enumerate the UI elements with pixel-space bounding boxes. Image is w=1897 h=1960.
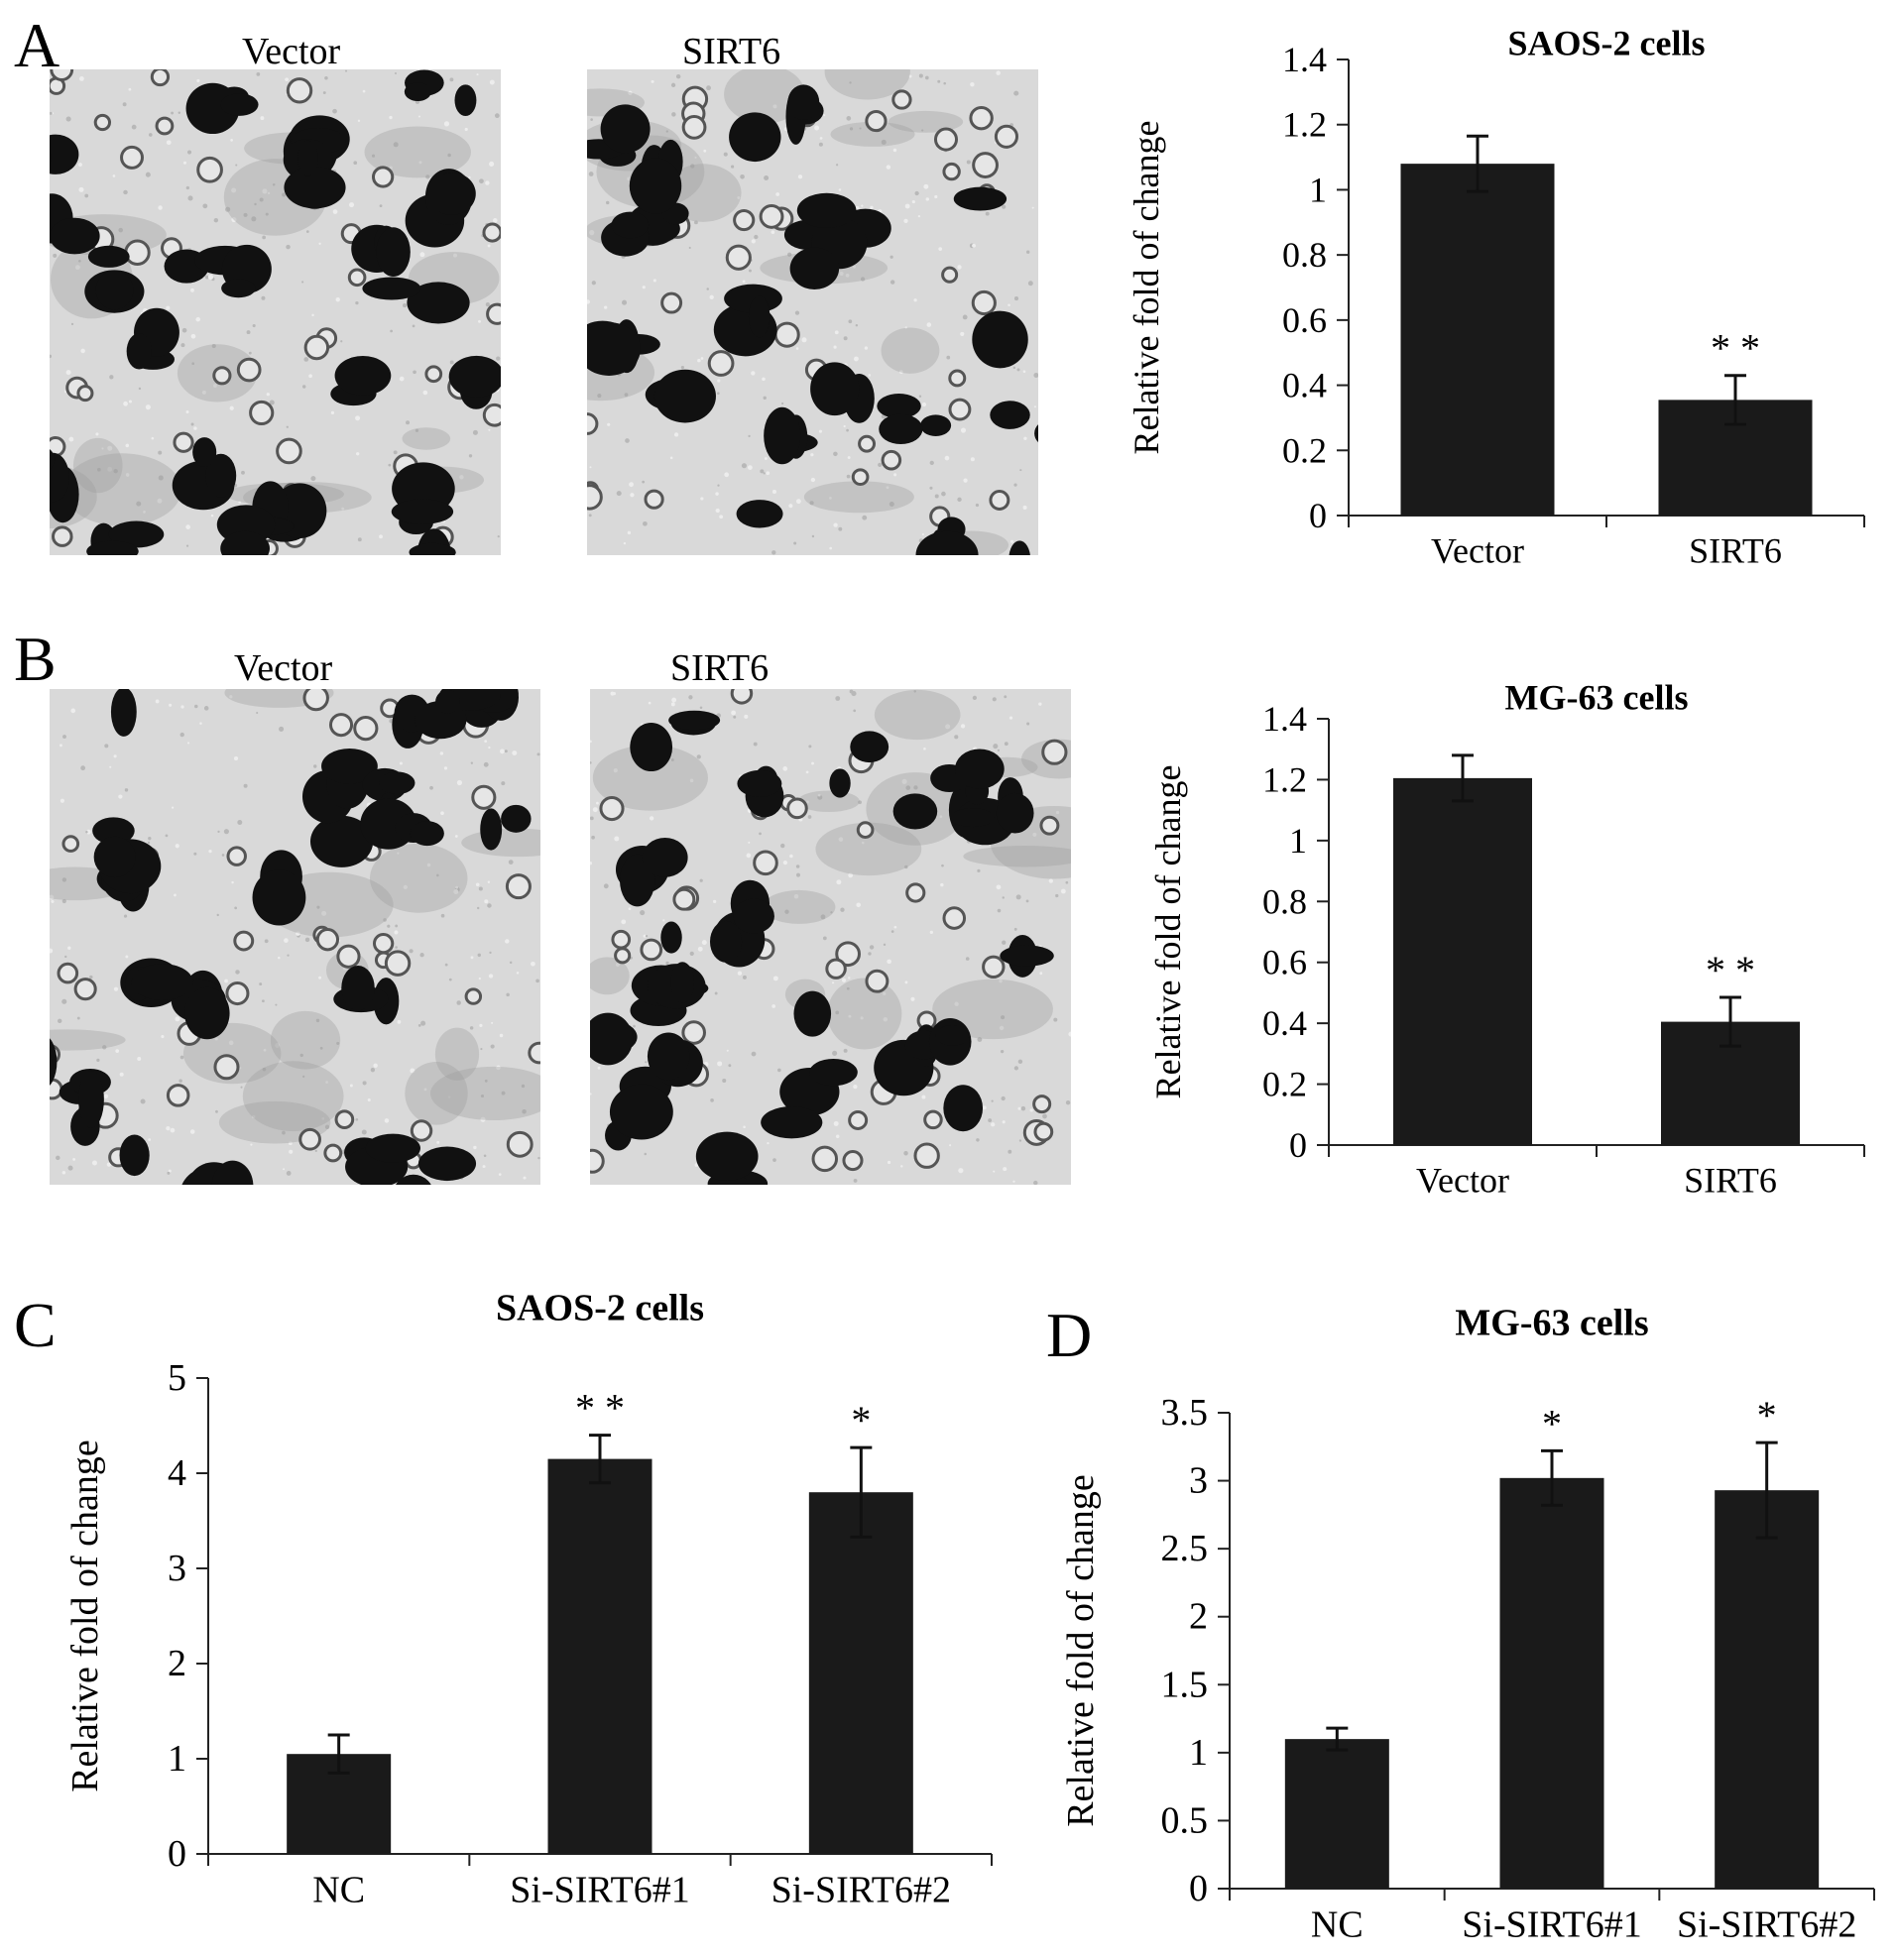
chart-title: MG-63 cells <box>1505 678 1689 718</box>
x-tick-label: Vector <box>1416 1161 1509 1201</box>
y-tick-label: 2 <box>168 1643 186 1684</box>
panel-letter-a: A <box>14 10 60 80</box>
y-tick-label: 1.4 <box>1262 699 1307 739</box>
chart-svg: SAOS-2 cells Relative fold of change 0 0.2 0… <box>1126 24 1865 571</box>
bar-vector <box>1400 164 1555 516</box>
y-tick-label: 0.2 <box>1282 430 1327 470</box>
chart-svg: SAOS-2 cells Relative fold of change 0 1 2 3 4… <box>64 1287 993 1910</box>
significance-marker: * <box>851 1398 871 1442</box>
y-axis-label: Relative fold of change <box>1126 121 1166 455</box>
y-tick-label: 0.6 <box>1282 300 1327 340</box>
error-bar <box>1452 753 1474 803</box>
panel-letter-b: B <box>14 624 57 694</box>
y-tick-label: 2 <box>1189 1596 1208 1638</box>
micrograph-label-sirt6-a: SIRT6 <box>682 31 781 72</box>
chart-svg: MG-63 cells Relative fold of change 0 0.5 1 1… <box>1060 1302 1875 1945</box>
micrograph-sirt6-a <box>587 69 1038 555</box>
y-tick-label: 1 <box>168 1738 186 1780</box>
y-tick-label: 0 <box>168 1833 186 1875</box>
chart-b: MG-63 cells Relative fold of change 0 0.2 0.… <box>1130 674 1894 1269</box>
y-tick-label: 1 <box>1289 821 1307 861</box>
bar-si-sirt6-2 <box>808 1492 913 1854</box>
y-tick-label: 0 <box>1289 1125 1307 1165</box>
y-axis-label: Relative fold of change <box>1148 765 1188 1099</box>
bar-si-sirt6-1 <box>1499 1477 1604 1889</box>
chart-c: SAOS-2 cells Relative fold of change 0 1 2 3 4… <box>59 1284 1011 1958</box>
y-tick-label: 0.2 <box>1262 1065 1307 1104</box>
significance-marker: * * <box>1706 948 1755 992</box>
chart-title: MG-63 cells <box>1455 1302 1648 1343</box>
y-tick-label: 4 <box>168 1452 186 1494</box>
chart-title: SAOS-2 cells <box>1507 24 1705 63</box>
significance-marker: * <box>1542 1401 1562 1445</box>
x-tick-label: SIRT6 <box>1689 531 1782 571</box>
micrograph-sirt6-b <box>590 689 1071 1185</box>
y-tick-label: 1.5 <box>1161 1664 1209 1705</box>
x-tick-label: Si-SIRT6#2 <box>771 1869 951 1910</box>
y-tick-label: 2.5 <box>1161 1528 1209 1569</box>
y-tick-label: 0.5 <box>1161 1799 1209 1841</box>
error-bar <box>327 1733 350 1775</box>
micrograph-label-vector-b: Vector <box>234 647 333 689</box>
error-bar <box>1467 134 1488 193</box>
chart-d: MG-63 cells Relative fold of change 0 0.5 1 1… <box>1051 1299 1894 1958</box>
y-tick-label: 1 <box>1189 1732 1208 1774</box>
x-tick-label: NC <box>312 1869 365 1910</box>
y-tick-label: 1 <box>1309 170 1327 209</box>
chart-a: SAOS-2 cells Relative fold of change 0 0.2 0… <box>1111 20 1894 615</box>
bar-si-sirt6-2 <box>1715 1490 1820 1889</box>
micrograph-label-sirt6-b: SIRT6 <box>670 647 770 689</box>
x-tick-label: Si-SIRT6#1 <box>1462 1903 1641 1945</box>
error-bar <box>850 1445 873 1539</box>
y-tick-label: 1.2 <box>1282 105 1327 145</box>
bar-nc <box>1284 1739 1389 1889</box>
error-bar <box>589 1434 611 1485</box>
micrograph-vector-b <box>50 689 540 1185</box>
panel-letter-d: D <box>1046 1300 1093 1370</box>
y-tick-label: 3 <box>1189 1460 1208 1502</box>
y-tick-label: 0.8 <box>1282 235 1327 275</box>
significance-marker: * * <box>1711 326 1760 371</box>
error-bar <box>1755 1441 1778 1540</box>
y-tick-label: 0.6 <box>1262 943 1307 982</box>
y-axis-label: Relative fold of change <box>1060 1474 1102 1827</box>
y-tick-label: 0.4 <box>1262 1003 1307 1043</box>
panel-letter-c: C <box>14 1290 57 1360</box>
error-bar <box>1326 1726 1349 1752</box>
error-bar <box>1541 1448 1563 1507</box>
y-tick-label: 1.2 <box>1262 759 1307 799</box>
micrograph-label-vector-a: Vector <box>242 31 341 72</box>
y-tick-label: 5 <box>168 1357 186 1399</box>
error-bar <box>1724 374 1746 426</box>
error-bar <box>1719 995 1741 1048</box>
y-tick-label: 3.5 <box>1161 1392 1209 1434</box>
y-axis-label: Relative fold of change <box>64 1440 106 1792</box>
y-tick-label: 0.4 <box>1282 366 1327 405</box>
chart-title: SAOS-2 cells <box>496 1287 704 1328</box>
x-tick-label: Si-SIRT6#1 <box>510 1869 689 1910</box>
chart-svg: MG-63 cells Relative fold of change 0 0.2 0.… <box>1148 678 1865 1201</box>
y-tick-label: 0 <box>1309 496 1327 535</box>
y-tick-label: 3 <box>168 1548 186 1589</box>
x-tick-label: Vector <box>1431 531 1524 571</box>
significance-marker: * <box>1757 1393 1777 1438</box>
x-tick-label: NC <box>1311 1903 1363 1945</box>
x-tick-label: SIRT6 <box>1684 1161 1777 1201</box>
y-tick-label: 0.8 <box>1262 881 1307 921</box>
bar-si-sirt6-1 <box>547 1458 652 1854</box>
micrograph-vector-a <box>50 69 501 555</box>
y-tick-label: 0 <box>1189 1868 1208 1909</box>
bar-vector <box>1393 777 1532 1145</box>
significance-marker: * * <box>575 1386 625 1431</box>
y-tick-label: 1.4 <box>1282 40 1327 79</box>
x-tick-label: Si-SIRT6#2 <box>1677 1903 1856 1945</box>
